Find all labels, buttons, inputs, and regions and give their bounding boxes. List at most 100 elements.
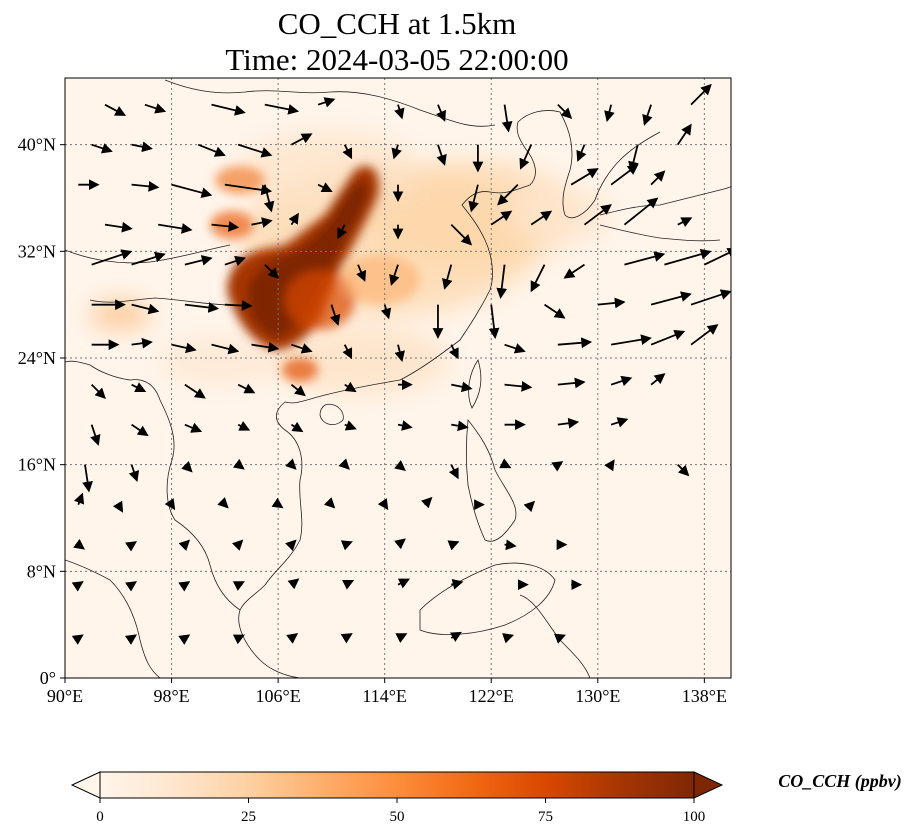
- wind-arrow: [211, 220, 240, 232]
- wind-arrow: [323, 497, 336, 509]
- wind-arrow: [71, 581, 84, 592]
- wind-arrow: [344, 420, 357, 431]
- wind-arrow: [90, 424, 101, 446]
- wind-arrow: [610, 164, 639, 186]
- wind-arrow: [502, 633, 515, 644]
- wind-arrow: [71, 634, 84, 645]
- map-subtitle-time: Time: 2024-03-05 22:00:00: [225, 42, 568, 77]
- wind-arrow: [397, 420, 413, 431]
- wind-arrow: [395, 633, 408, 643]
- colorbar-tick-label: 25: [241, 809, 256, 825]
- wind-arrow: [690, 289, 731, 306]
- wind-arrow: [131, 303, 160, 315]
- wind-arrow: [394, 538, 406, 550]
- wind-arrow: [677, 464, 690, 477]
- wind-arrow: [451, 420, 469, 432]
- wind-arrow: [287, 578, 300, 590]
- wind-arrow: [291, 343, 313, 354]
- wind-arrow: [436, 104, 446, 122]
- wind-arrow: [184, 302, 220, 313]
- lat-tick-label: 40°N: [18, 135, 56, 155]
- wind-arrow: [291, 133, 313, 146]
- wind-arrow: [597, 297, 626, 309]
- wind-arrow: [317, 97, 336, 108]
- wind-arrow: [184, 383, 206, 399]
- lat-tick-label: 0°: [40, 668, 56, 688]
- wind-arrow: [394, 104, 405, 120]
- wind-arrow: [237, 383, 256, 394]
- wind-arrow: [553, 633, 567, 644]
- wind-arrow: [563, 263, 585, 279]
- wind-arrow: [264, 103, 300, 115]
- wind-arrow: [604, 104, 615, 123]
- wind-arrow: [290, 421, 304, 433]
- wind-arrow: [436, 144, 447, 166]
- wind-arrow: [237, 143, 273, 158]
- wind-arrow: [504, 539, 517, 551]
- wind-arrow: [184, 255, 213, 266]
- wind-arrow: [224, 300, 253, 311]
- wind-arrow: [344, 381, 357, 393]
- wind-arrow: [125, 581, 137, 592]
- wind-arrow: [504, 343, 526, 354]
- wind-arrow: [264, 264, 280, 279]
- map-title: CO_CCH at 1.5km: [278, 6, 517, 41]
- colorbar-extend-max: [693, 771, 724, 799]
- lon-tick-label: 98°E: [153, 686, 189, 706]
- wind-arrow: [447, 540, 460, 551]
- wind-arrow: [677, 217, 693, 228]
- wind-arrow: [690, 324, 719, 346]
- colorbar-tick-label: 100: [683, 809, 706, 825]
- wind-arrow: [441, 264, 453, 290]
- wind-arrow: [451, 579, 464, 590]
- wind-arrow: [340, 540, 353, 551]
- wind-arrow: [610, 417, 629, 428]
- lon-tick-label: 138°E: [682, 686, 727, 706]
- colorbar-gradient: [100, 772, 694, 798]
- wind-arrow: [664, 248, 712, 266]
- wind-arrow: [650, 291, 692, 306]
- wind-arrow: [91, 249, 133, 266]
- wind-arrow: [340, 633, 353, 644]
- wind-arrow: [217, 497, 229, 509]
- wind-arrow: [74, 492, 85, 505]
- map-frame: [64, 77, 732, 679]
- lat-tick-label: 8°N: [27, 561, 56, 581]
- wind-arrow: [131, 337, 153, 349]
- wind-arrow: [650, 170, 666, 186]
- wind-arrow: [519, 144, 533, 170]
- wind-arrow: [288, 212, 299, 226]
- wind-arrow: [337, 224, 348, 240]
- wind-arrow: [178, 581, 191, 592]
- wind-arrow: [144, 103, 167, 114]
- latitude-tick-labels: 0° 8°N 16°N 24°N 32°N 40°N: [18, 135, 65, 688]
- lat-tick-label: 16°N: [18, 455, 56, 475]
- wind-arrow: [342, 579, 355, 590]
- wind-arrow: [504, 380, 533, 392]
- colorbar-label: CO_CCH (ppbv): [778, 771, 902, 792]
- wind-arrow: [286, 633, 299, 644]
- wind-arrow: [128, 464, 140, 482]
- wind-arrow: [224, 255, 247, 267]
- wind-arrow: [380, 304, 392, 320]
- gridlines: [65, 78, 731, 678]
- wind-arrow: [131, 423, 149, 437]
- wind-arrow: [125, 541, 137, 552]
- wind-arrow: [211, 103, 246, 116]
- wind-arrow: [91, 143, 113, 154]
- wind-arrow: [624, 251, 666, 266]
- wind-arrow: [224, 183, 273, 196]
- lon-tick-label: 106°E: [256, 686, 301, 706]
- wind-arrow: [604, 459, 615, 472]
- wind-arrow: [329, 304, 341, 326]
- wind-arrow: [488, 304, 500, 339]
- wind-arrow: [171, 342, 197, 354]
- longitude-tick-labels: 90°E 98°E 106°E 114°E 122°E 130°E 138°E: [47, 678, 727, 706]
- wind-arrow: [449, 631, 462, 642]
- wind-arrow: [557, 337, 593, 349]
- wind-arrow: [271, 497, 284, 509]
- wind-arrow: [158, 223, 193, 234]
- wind-arrow: [496, 264, 508, 299]
- wind-arrow: [450, 224, 473, 246]
- colorbar-extend-min: [70, 771, 101, 799]
